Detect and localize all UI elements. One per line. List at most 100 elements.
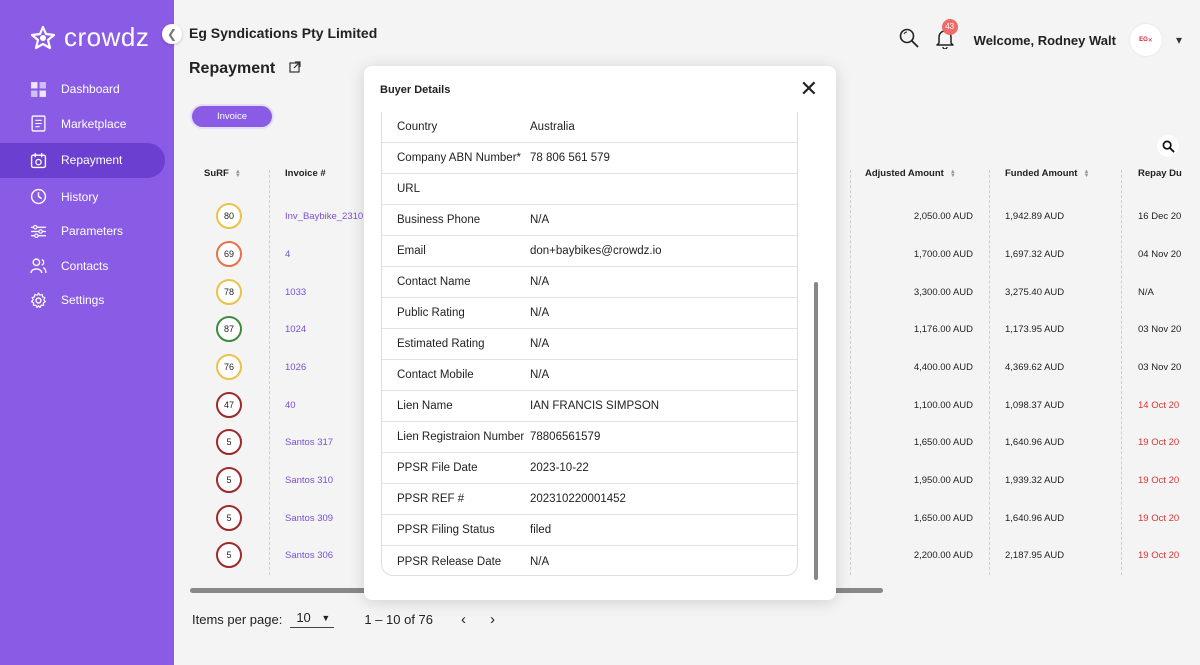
- table-row[interactable]: 5 Santos 310 1,950.00 AUD 1,939.32 AUD 19 Oc…: [190, 462, 1200, 499]
- close-button[interactable]: ✕: [800, 78, 818, 100]
- detail-label: Company ABN Number*: [397, 152, 521, 164]
- filter-chip-invoice[interactable]: Invoice: [192, 106, 272, 127]
- table-row[interactable]: 80 Inv_Baybike_2310 2,050.00 AUD 1,942.89 A…: [190, 198, 1200, 235]
- invoice-link[interactable]: Santos 309: [285, 513, 334, 524]
- table-row[interactable]: 69 4 1,700.00 AUD 1,697.32 AUD 04 Nov 20: [190, 236, 1200, 273]
- surf-score: 76: [216, 354, 242, 380]
- detail-label: Business Phone: [397, 214, 481, 226]
- chevron-right-icon: ›: [490, 610, 495, 628]
- invoice-link[interactable]: 40: [285, 400, 296, 411]
- items-per-page-select[interactable]: 10 ▼: [290, 610, 335, 628]
- detail-row-public-rating: Public Rating N/A: [382, 298, 797, 329]
- detail-row-lien-registration-number: Lien Registraion Number 78806561579: [382, 422, 797, 453]
- repay-due: 03 Nov 20: [1138, 362, 1182, 373]
- sidebar-item-history[interactable]: History: [0, 180, 174, 215]
- invoice-link[interactable]: 1033: [285, 287, 307, 298]
- detail-label: Lien Name: [397, 400, 453, 412]
- invoice-link[interactable]: Inv_Baybike_2310: [285, 211, 364, 222]
- sidebar: crowdz ❮ Dashboard Marketplace Repayment: [0, 0, 182, 665]
- invoice-link[interactable]: 4: [285, 249, 291, 260]
- sidebar-item-contacts[interactable]: Contacts: [0, 249, 174, 284]
- welcome-text: Welcome, Rodney Walt: [973, 32, 1116, 48]
- column-header-adjusted-amount[interactable]: Adjusted Amount ▲ ▼: [865, 168, 956, 179]
- surf-score: 5: [216, 542, 242, 568]
- invoice-link[interactable]: Santos 317: [285, 437, 334, 448]
- repay-due: 19 Oct 20: [1138, 475, 1180, 486]
- detail-row-ppsr-release-date: PPSR Release Date N/A: [382, 546, 797, 575]
- sidebar-item-parameters[interactable]: Parameters: [0, 214, 174, 249]
- adjusted-amount: 1,650.00 AUD: [913, 513, 973, 524]
- page-range: 1 – 10 of 76: [364, 611, 433, 627]
- external-link-icon[interactable]: [289, 60, 301, 78]
- column-header-invoice[interactable]: Invoice #: [285, 168, 326, 179]
- sidebar-item-marketplace[interactable]: Marketplace: [0, 107, 174, 142]
- logo[interactable]: crowdz: [30, 22, 149, 53]
- table-row[interactable]: 5 Santos 306 2,200.00 AUD 2,187.95 AUD 19 Oc…: [190, 537, 1200, 574]
- column-header-funded-amount[interactable]: Funded Amount ▲ ▼: [1005, 168, 1089, 179]
- buyer-details-list[interactable]: Country Australia Company ABN Number* 78 8…: [381, 112, 798, 576]
- sort-icon[interactable]: ▲ ▼: [234, 168, 241, 179]
- grid-icon: [30, 81, 47, 98]
- chevron-left-icon: ❮: [166, 27, 178, 41]
- notifications-button[interactable]: 43: [934, 18, 958, 54]
- items-per-page-value: 10: [296, 610, 311, 625]
- sort-icon[interactable]: ▲ ▼: [949, 168, 956, 179]
- column-divider: [1121, 170, 1122, 575]
- detail-value: N/A: [530, 276, 550, 288]
- table-row[interactable]: 76 1026 4,400.00 AUD 4,369.62 AUD 03 Nov 20: [190, 349, 1200, 386]
- table-row[interactable]: 47 40 1,100.00 AUD 1,098.37 AUD 14 Oct 20: [190, 387, 1200, 424]
- prev-page-button[interactable]: ‹: [461, 611, 466, 628]
- sidebar-item-label: Repayment: [61, 153, 123, 168]
- adjusted-amount: 1,650.00 AUD: [913, 437, 973, 448]
- invoice-link[interactable]: 1026: [285, 362, 307, 373]
- invoice-link[interactable]: Santos 306: [285, 550, 334, 561]
- column-divider: [989, 170, 990, 575]
- detail-row-abn: Company ABN Number* 78 806 561 579: [382, 143, 797, 174]
- table-row[interactable]: 5 Santos 317 1,650.00 AUD 1,640.96 AUD 19 Oc…: [190, 424, 1200, 461]
- sidebar-item-label: Contacts: [61, 258, 109, 273]
- column-divider: [850, 170, 851, 575]
- detail-row-business-phone: Business Phone N/A: [382, 205, 797, 236]
- sliders-icon: [30, 223, 47, 240]
- adjusted-amount: 1,100.00 AUD: [913, 400, 973, 411]
- chevron-down-icon[interactable]: ▾: [1175, 33, 1182, 47]
- column-divider: [269, 170, 270, 575]
- table-row[interactable]: 78 1033 3,300.00 AUD 3,275.40 AUD N/A: [190, 274, 1200, 311]
- adjusted-amount: 2,050.00 AUD: [913, 211, 973, 222]
- items-per-page-label: Items per page:: [192, 611, 283, 627]
- detail-row-contact-mobile: Contact Mobile N/A: [382, 360, 797, 391]
- surf-score: 5: [216, 467, 242, 493]
- search-icon[interactable]: [898, 27, 920, 54]
- invoice-link[interactable]: 1024: [285, 324, 307, 335]
- document-icon: [30, 115, 47, 132]
- detail-value: N/A: [530, 338, 550, 350]
- repay-due: 03 Nov 20: [1138, 324, 1182, 335]
- history-icon: [30, 188, 47, 205]
- avatar-mark-icon: ✕: [1147, 37, 1153, 44]
- adjusted-amount: 1,700.00 AUD: [913, 249, 973, 260]
- detail-value: 2023-10-22: [530, 462, 589, 474]
- next-page-button[interactable]: ›: [490, 611, 495, 628]
- detail-value: filed: [530, 524, 552, 536]
- repay-due: 19 Oct 20: [1138, 437, 1180, 448]
- funded-amount: 1,939.32 AUD: [1005, 475, 1065, 486]
- sort-icon[interactable]: ▲ ▼: [1083, 168, 1090, 179]
- invoice-link[interactable]: Santos 310: [285, 475, 334, 486]
- avatar[interactable]: EG ✕: [1129, 24, 1162, 56]
- table-search-button[interactable]: [1157, 135, 1179, 157]
- detail-row-country: Country Australia: [382, 112, 797, 143]
- sidebar-item-dashboard[interactable]: Dashboard: [0, 72, 174, 107]
- repay-due: N/A: [1138, 287, 1154, 298]
- vertical-scrollbar[interactable]: [814, 282, 818, 580]
- column-header-repay-due[interactable]: Repay Du: [1138, 168, 1182, 179]
- column-header-surf[interactable]: SuRF ▲ ▼: [204, 168, 241, 179]
- table-row[interactable]: 87 1024 1,176.00 AUD 1,173.95 AUD 03 Nov 20: [190, 311, 1200, 348]
- sidebar-item-settings[interactable]: Settings: [0, 283, 174, 318]
- detail-label: Contact Mobile: [397, 369, 474, 381]
- collapse-sidebar-button[interactable]: ❮: [162, 24, 182, 44]
- funded-amount: 1,697.32 AUD: [1005, 249, 1065, 260]
- table-row[interactable]: 5 Santos 309 1,650.00 AUD 1,640.96 AUD 19 Oc…: [190, 500, 1200, 537]
- detail-value: N/A: [530, 555, 550, 568]
- sidebar-item-repayment[interactable]: Repayment: [0, 143, 165, 178]
- avatar-text: EG: [1139, 37, 1148, 43]
